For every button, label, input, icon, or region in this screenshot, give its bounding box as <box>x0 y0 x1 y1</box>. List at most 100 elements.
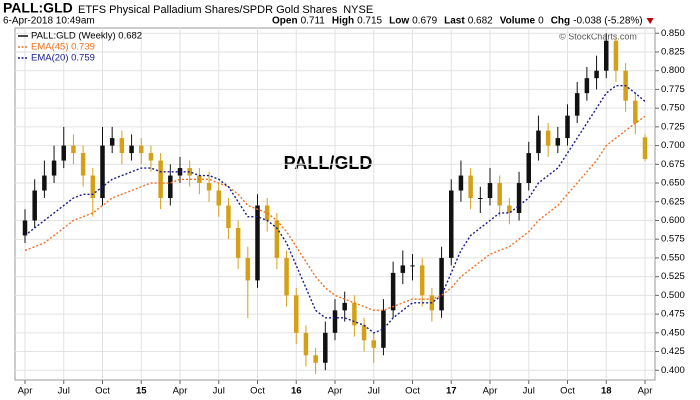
candle-body <box>148 153 154 161</box>
exchange: NYSE <box>343 4 373 16</box>
candle-body <box>594 70 599 79</box>
quote-value: -0.038 (-5.28%) <box>573 16 642 27</box>
candle-body <box>158 160 163 199</box>
candle-body <box>168 175 173 199</box>
quote-label: Last <box>444 16 465 27</box>
x-tick-label: Jul <box>368 386 380 397</box>
y-tick-label: 0.650 <box>661 178 685 189</box>
y-tick-label: 0.575 <box>661 234 685 245</box>
quote-label: Chg <box>551 16 570 27</box>
candle-body <box>313 355 318 363</box>
x-tick-label: Oct <box>405 386 420 397</box>
x-tick-label: Apr <box>483 386 498 397</box>
date: 6-Apr-2018 10:49am <box>3 16 95 27</box>
candle-body <box>604 40 609 71</box>
legend-label: EMA(45) 0.739 <box>31 42 95 53</box>
candle-body <box>545 130 551 146</box>
x-tick-label: Oct <box>95 386 110 397</box>
legend-label: EMA(20) 0.759 <box>31 53 95 64</box>
candle-body <box>119 138 125 154</box>
candle-body <box>400 265 406 273</box>
quote-label: High <box>332 16 354 27</box>
candle-body <box>458 175 464 191</box>
x-tick-label: Jul <box>523 386 535 397</box>
y-tick-label: 0.675 <box>661 159 685 170</box>
candle-body <box>187 168 192 176</box>
y-tick-label: 0.850 <box>661 28 685 39</box>
change-arrow <box>646 18 654 24</box>
quote-label: Low <box>389 16 409 27</box>
x-tick-label: Apr <box>638 386 653 397</box>
candle-body <box>487 183 493 199</box>
candle-body <box>255 205 260 281</box>
candle-body <box>410 265 415 267</box>
candle-body <box>584 78 590 94</box>
x-tick-label: Oct <box>250 386 265 397</box>
candle-body <box>206 183 212 191</box>
candle-body <box>235 227 241 258</box>
annotation: PALL/GLD <box>284 153 373 173</box>
x-tick-label: Jul <box>213 386 225 397</box>
candle-body <box>274 220 280 258</box>
candle-body <box>468 175 473 199</box>
quote-label: Open <box>272 16 298 27</box>
quote-value: 0.715 <box>357 16 382 27</box>
candle-body <box>80 153 86 176</box>
candle-body <box>371 340 376 348</box>
candle-body <box>284 257 289 296</box>
candle-body <box>109 138 115 146</box>
candle-body <box>390 272 396 311</box>
candle-body <box>516 183 522 213</box>
candle-body <box>361 325 367 341</box>
y-tick-label: 0.625 <box>661 196 685 207</box>
y-tick-label: 0.775 <box>661 84 685 95</box>
candle-body <box>22 220 28 236</box>
source: © StockCharts.com <box>559 31 637 41</box>
candle-body <box>555 138 561 146</box>
quote-value: 0.682 <box>468 16 493 27</box>
candle-body <box>526 153 531 184</box>
candle-body <box>439 257 444 311</box>
candle-body <box>264 205 270 221</box>
candle-body <box>303 332 309 356</box>
legend-label: PALL:GLD (Weekly) 0.682 <box>31 31 142 42</box>
y-tick-label: 0.425 <box>661 346 685 357</box>
quote-label: Volume <box>500 16 536 27</box>
candle-body <box>61 145 66 161</box>
candle-body <box>381 310 386 348</box>
y-tick-label: 0.600 <box>661 215 685 226</box>
x-tick-label: 17 <box>446 386 457 397</box>
candle-body <box>332 310 338 333</box>
candle-body <box>419 265 425 296</box>
candle-body <box>51 160 57 176</box>
quote-value: 0.711 <box>301 16 326 27</box>
quote-value: 0 <box>538 16 544 27</box>
candle-body <box>536 130 541 154</box>
candle-body <box>71 145 76 154</box>
candle-body <box>139 145 144 154</box>
y-tick-label: 0.400 <box>661 365 685 376</box>
candle-body <box>32 190 37 221</box>
ema-line <box>24 115 646 312</box>
candle-body <box>323 332 328 363</box>
symbol: PALL:GLD <box>3 0 73 16</box>
y-tick-label: 0.800 <box>661 65 685 76</box>
candle-body <box>294 295 299 333</box>
y-tick-label: 0.450 <box>661 327 685 338</box>
x-tick-label: Apr <box>173 386 188 397</box>
y-tick-label: 0.725 <box>661 121 685 132</box>
candle-body <box>342 302 347 311</box>
x-tick-label: Apr <box>18 386 33 397</box>
y-tick-label: 0.700 <box>661 140 685 151</box>
y-tick-label: 0.475 <box>661 309 685 320</box>
candle-body <box>226 205 231 228</box>
x-tick-label: Jul <box>58 386 70 397</box>
candle-body <box>633 100 638 124</box>
quote-value: 0.679 <box>412 16 437 27</box>
candle-body <box>565 115 570 139</box>
candle-body <box>216 190 221 206</box>
candle-body <box>642 137 648 160</box>
candle-body <box>507 205 512 213</box>
y-tick-label: 0.825 <box>661 46 685 57</box>
